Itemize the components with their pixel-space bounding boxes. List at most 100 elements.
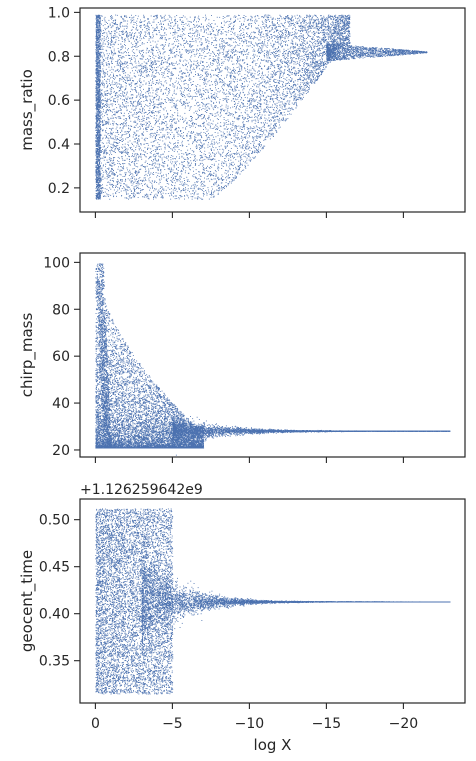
sample-point xyxy=(257,117,258,118)
sample-point xyxy=(142,76,143,77)
sample-point xyxy=(169,43,170,44)
sample-point xyxy=(146,72,147,73)
sample-point xyxy=(101,173,102,174)
sample-point xyxy=(114,173,115,174)
sample-point xyxy=(192,120,193,121)
sample-point xyxy=(243,121,244,122)
sample-point xyxy=(238,74,239,75)
sample-point xyxy=(203,17,204,18)
sample-point xyxy=(299,95,300,96)
sample-point xyxy=(235,21,236,22)
sample-point xyxy=(299,64,300,65)
sample-point xyxy=(252,76,253,77)
sample-point xyxy=(314,35,315,36)
sample-point xyxy=(219,17,220,18)
sample-point xyxy=(252,96,253,97)
sample-point xyxy=(260,150,261,151)
sample-point xyxy=(195,38,196,39)
sample-point xyxy=(145,34,146,35)
sample-point xyxy=(308,78,309,79)
sample-point xyxy=(316,28,317,29)
sample-point xyxy=(107,99,108,100)
sample-point xyxy=(136,91,137,92)
sample-point xyxy=(138,61,139,62)
sample-point xyxy=(262,51,263,52)
sample-point xyxy=(243,55,244,56)
sample-point xyxy=(334,37,335,38)
sample-point xyxy=(171,75,172,76)
mass-ratio-panel: 0.20.40.60.81.0 mass_ratio xyxy=(18,5,465,218)
sample-point xyxy=(153,34,154,35)
sample-point xyxy=(301,86,302,87)
sample-point xyxy=(294,91,295,92)
sample-point xyxy=(102,57,103,58)
sample-point xyxy=(238,133,239,134)
sample-point xyxy=(226,176,227,177)
sample-point xyxy=(147,166,148,167)
sample-point xyxy=(184,178,185,179)
sample-point xyxy=(109,154,110,155)
sample-point xyxy=(173,174,174,175)
sample-point xyxy=(162,198,163,199)
sample-point xyxy=(209,139,210,140)
sample-point xyxy=(150,177,151,178)
sample-point xyxy=(297,33,298,34)
sample-point xyxy=(204,91,205,92)
sample-point xyxy=(261,52,262,53)
sample-point xyxy=(202,61,203,62)
sample-point xyxy=(101,185,102,186)
sample-point xyxy=(192,50,193,51)
sample-point xyxy=(231,82,232,83)
sample-point xyxy=(194,25,195,26)
sample-point xyxy=(307,42,308,43)
sample-point xyxy=(189,41,190,42)
sample-point xyxy=(182,156,183,157)
sample-point xyxy=(190,188,191,189)
sample-point xyxy=(331,42,332,43)
sample-point xyxy=(106,107,107,108)
sample-point xyxy=(233,51,234,52)
sample-point xyxy=(230,107,231,108)
sample-point xyxy=(345,18,346,19)
sample-point xyxy=(252,111,253,112)
sample-point xyxy=(196,66,197,67)
sample-point xyxy=(139,149,140,150)
sample-point xyxy=(229,21,230,22)
sample-point xyxy=(110,124,111,125)
sample-point xyxy=(118,60,119,61)
sample-point xyxy=(183,154,184,155)
sample-point xyxy=(173,38,174,39)
sample-point xyxy=(274,95,275,96)
sample-point xyxy=(162,38,163,39)
sample-point xyxy=(134,24,135,25)
sample-point xyxy=(127,24,128,25)
sample-point xyxy=(101,168,102,169)
sample-point xyxy=(134,163,135,164)
sample-point xyxy=(257,87,258,88)
sample-point xyxy=(260,63,261,64)
sample-point xyxy=(239,40,240,41)
sample-point xyxy=(186,51,187,52)
sample-point xyxy=(268,111,269,112)
sample-point xyxy=(104,85,105,86)
sample-point xyxy=(102,83,103,84)
sample-point xyxy=(174,93,175,94)
sample-point xyxy=(279,20,280,21)
sample-point xyxy=(107,100,108,101)
sample-point xyxy=(221,187,222,188)
sample-point xyxy=(232,181,233,182)
sample-point xyxy=(168,193,169,194)
sample-point xyxy=(107,95,108,96)
sample-point xyxy=(256,93,257,94)
sample-point xyxy=(266,130,267,131)
sample-point xyxy=(245,168,246,169)
sample-point xyxy=(150,56,151,57)
sample-point xyxy=(282,119,283,120)
sample-point xyxy=(205,173,206,174)
sample-point xyxy=(103,42,104,43)
sample-point xyxy=(240,79,241,80)
sample-point xyxy=(259,106,260,107)
sample-point xyxy=(152,67,153,68)
sample-point xyxy=(274,38,275,39)
sample-point xyxy=(253,49,254,50)
